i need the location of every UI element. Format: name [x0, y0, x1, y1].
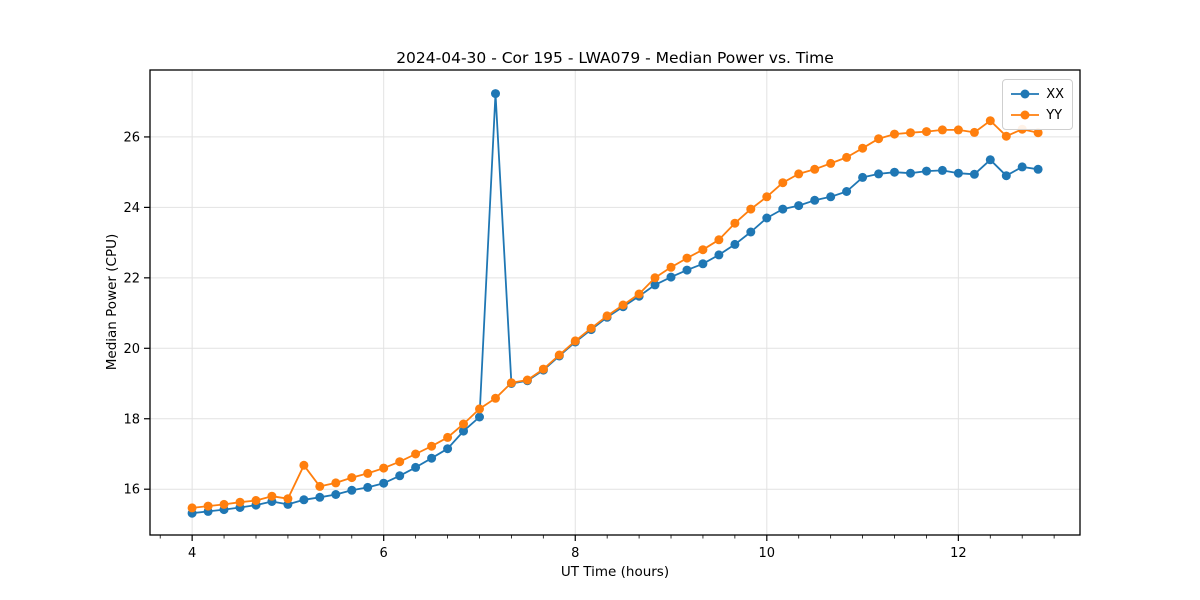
- series-XX: [187, 89, 1043, 518]
- chart-title: 2024-04-30 - Cor 195 - LWA079 - Median P…: [396, 49, 834, 67]
- y-axis-ticks: 16 18 20 22 24 26: [123, 130, 150, 498]
- series-YY-line: [191, 119, 1039, 509]
- series-XX-markers: [187, 89, 1043, 518]
- axes-frame: [149, 69, 1081, 536]
- x-tick-label: 6: [380, 546, 388, 561]
- y-tick-label: 18: [123, 412, 140, 427]
- legend-item-XX: XX: [1010, 84, 1064, 104]
- x-axis-label: UT Time (hours): [560, 564, 670, 580]
- y-tick-label: 22: [123, 271, 140, 286]
- series-YY-markers: [187, 116, 1043, 513]
- legend-label: YY: [1046, 107, 1063, 123]
- legend-marker-YY: [1011, 110, 1040, 120]
- x-tick-label: 10: [759, 546, 776, 561]
- legend-marker-XX: [1011, 89, 1040, 99]
- legend-item-YY: YY: [1010, 105, 1064, 125]
- x-tick-label: 4: [188, 546, 196, 561]
- x-tick-label: 8: [571, 546, 579, 561]
- series-XX-line: [191, 92, 1039, 515]
- legend: XX YY: [1002, 79, 1073, 130]
- y-tick-label: 24: [123, 201, 140, 216]
- y-tick-label: 26: [123, 130, 140, 145]
- x-tick-label: 12: [950, 546, 967, 561]
- x-axis-ticks: 4 6 8 10 12: [188, 535, 967, 561]
- y-tick-label: 20: [123, 342, 140, 357]
- x-minor-ticks: [159, 535, 1055, 539]
- y-tick-label: 16: [123, 483, 140, 498]
- series-YY: [187, 116, 1043, 513]
- y-axis-label: Median Power (CPU): [104, 233, 120, 371]
- gridlines: [150, 70, 1080, 535]
- legend-label: XX: [1046, 86, 1064, 102]
